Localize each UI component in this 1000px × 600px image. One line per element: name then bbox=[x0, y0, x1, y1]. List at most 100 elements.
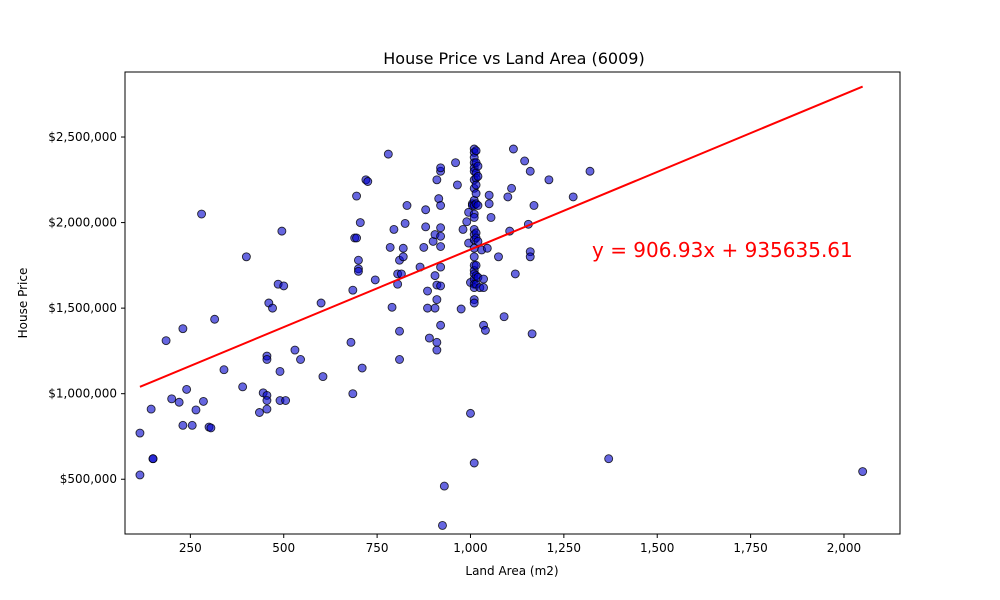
data-point bbox=[262, 355, 272, 364]
data-point bbox=[471, 146, 481, 156]
data-point bbox=[281, 396, 291, 405]
data-point bbox=[451, 158, 460, 168]
y-tick-label: $2,000,000 bbox=[48, 216, 117, 230]
data-point bbox=[198, 396, 208, 406]
data-point bbox=[469, 252, 479, 262]
data-point bbox=[421, 205, 431, 215]
data-point bbox=[395, 326, 404, 336]
data-point bbox=[430, 271, 440, 281]
data-point bbox=[471, 260, 481, 270]
data-point bbox=[452, 180, 462, 190]
data-point bbox=[486, 212, 496, 222]
data-point bbox=[352, 233, 362, 243]
x-tick-label: 1,500 bbox=[640, 541, 674, 555]
data-point bbox=[479, 283, 489, 293]
data-point bbox=[423, 286, 432, 296]
data-point bbox=[277, 226, 287, 236]
x-axis: 250 500 750 1,000 1,250 1,500 1,750 2,000 bbox=[179, 534, 861, 555]
data-point bbox=[494, 252, 503, 262]
data-point bbox=[387, 302, 397, 312]
x-axis-label: Land Area (m2) bbox=[465, 564, 558, 578]
data-point bbox=[352, 191, 362, 201]
data-point bbox=[187, 420, 197, 430]
y-tick-label: $1,000,000 bbox=[48, 387, 117, 401]
data-point bbox=[473, 161, 483, 171]
x-tick-label: 2,000 bbox=[827, 541, 861, 555]
data-point bbox=[346, 337, 356, 347]
x-tick-label: 250 bbox=[179, 541, 202, 555]
data-point bbox=[508, 144, 518, 154]
data-point bbox=[484, 199, 494, 209]
data-point bbox=[419, 242, 429, 252]
data-point bbox=[585, 166, 595, 176]
data-point bbox=[436, 320, 446, 330]
data-point bbox=[178, 324, 188, 334]
data-point bbox=[363, 177, 373, 186]
data-point bbox=[275, 366, 285, 376]
data-point bbox=[135, 428, 145, 438]
data-point bbox=[241, 252, 251, 262]
data-point bbox=[482, 243, 492, 253]
data-points bbox=[135, 144, 868, 530]
data-point bbox=[503, 192, 513, 202]
trendline bbox=[139, 85, 864, 388]
data-point bbox=[402, 201, 412, 210]
plot-area bbox=[124, 71, 901, 535]
data-point bbox=[436, 223, 446, 233]
data-point bbox=[421, 222, 431, 232]
data-point bbox=[353, 255, 363, 265]
data-point bbox=[290, 345, 300, 355]
data-point bbox=[529, 201, 539, 210]
data-point bbox=[318, 372, 328, 382]
data-point bbox=[432, 295, 442, 305]
data-point bbox=[484, 190, 494, 200]
data-point bbox=[568, 192, 578, 202]
data-point bbox=[174, 397, 184, 407]
data-point bbox=[316, 298, 326, 308]
data-point bbox=[436, 242, 446, 251]
chart-title: House Price vs Land Area (6009) bbox=[383, 49, 644, 68]
data-point bbox=[439, 481, 449, 491]
y-tick-label: $2,500,000 bbox=[48, 130, 117, 144]
data-point bbox=[423, 303, 432, 313]
data-point bbox=[424, 333, 434, 343]
data-point bbox=[262, 404, 272, 414]
data-point bbox=[499, 312, 509, 322]
data-point bbox=[480, 325, 490, 335]
data-point bbox=[178, 420, 188, 430]
data-point bbox=[510, 269, 520, 279]
data-point bbox=[469, 212, 479, 222]
x-tick-label: 1,000 bbox=[453, 541, 487, 555]
data-point bbox=[146, 404, 156, 414]
data-point bbox=[544, 175, 554, 185]
x-tick-label: 750 bbox=[366, 541, 389, 555]
data-point bbox=[161, 336, 171, 346]
data-point bbox=[479, 274, 489, 284]
data-point bbox=[471, 180, 481, 190]
data-point bbox=[527, 329, 537, 339]
data-point bbox=[456, 304, 466, 314]
data-point bbox=[383, 149, 393, 159]
x-tick-label: 1,250 bbox=[547, 541, 581, 555]
data-point bbox=[432, 337, 442, 347]
data-point bbox=[400, 218, 410, 228]
data-point bbox=[520, 156, 530, 166]
x-tick-label: 500 bbox=[272, 541, 295, 555]
y-tick-label: $500,000 bbox=[60, 472, 117, 486]
data-point bbox=[398, 252, 408, 262]
y-tick-label: $1,500,000 bbox=[48, 301, 117, 315]
data-point bbox=[858, 467, 868, 476]
data-point bbox=[507, 183, 517, 193]
data-point bbox=[471, 189, 481, 198]
data-point bbox=[206, 423, 216, 433]
data-point bbox=[255, 408, 264, 417]
data-point bbox=[430, 303, 440, 313]
data-point bbox=[191, 405, 201, 415]
data-point bbox=[436, 201, 446, 210]
data-point bbox=[348, 389, 358, 399]
data-point bbox=[148, 454, 158, 464]
data-point bbox=[262, 396, 272, 405]
data-point bbox=[348, 285, 358, 295]
